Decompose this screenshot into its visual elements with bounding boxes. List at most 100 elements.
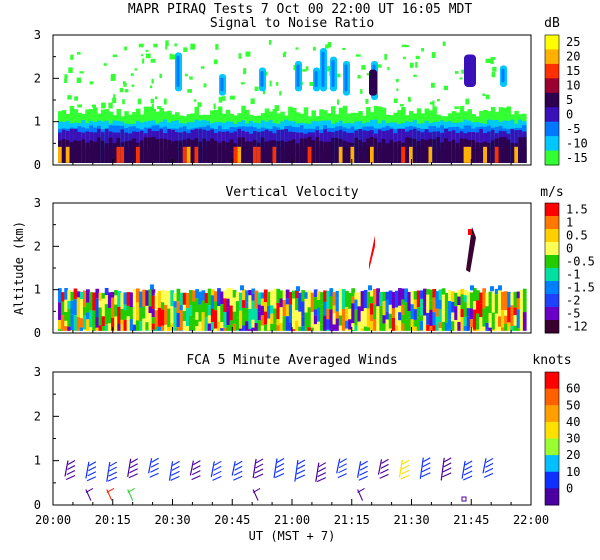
snr-speck: [355, 54, 361, 57]
snr-speck: [336, 99, 340, 105]
snr-cell: [89, 147, 94, 163]
velocity-cell: [248, 290, 253, 296]
velocity-cell: [501, 310, 505, 328]
velocity-cell: [388, 328, 393, 331]
snr-cell: [136, 146, 141, 163]
velocity-cell: [220, 304, 224, 323]
velocity-cell: [522, 297, 527, 313]
colorbar-label: -12: [566, 320, 588, 334]
velocity-cell: [335, 298, 340, 312]
snr-cell: [479, 147, 484, 163]
velocity-cell: [226, 307, 231, 326]
velocity-cell: [179, 292, 184, 306]
velocity-cell: [470, 285, 474, 291]
snr-speck: [415, 55, 420, 60]
snr-speck: [361, 65, 366, 70]
colorbar-label: 10: [566, 465, 580, 479]
velocity-cell: [488, 297, 493, 304]
velocity-cell: [516, 298, 521, 310]
velocity-cell: [366, 308, 371, 328]
wind-barb-feather: [108, 471, 118, 477]
velocity-cell: [92, 325, 97, 331]
velocity-cell: [248, 295, 253, 309]
snr-cell: [502, 149, 508, 163]
snr-speck: [76, 52, 81, 55]
velocity-cell: [295, 290, 299, 299]
velocity-cell: [285, 304, 290, 317]
velocity-cell: [522, 312, 527, 331]
velocity-cell: [76, 317, 81, 331]
snr-cell: [163, 149, 168, 163]
velocity-cell: [426, 324, 430, 331]
velocity-cell: [123, 292, 128, 305]
velocity-cell: [304, 328, 309, 331]
velocity-cell: [148, 306, 153, 314]
snr-speck: [112, 97, 117, 104]
wind-barb-staff: [357, 461, 362, 478]
velocity-cell: [507, 291, 511, 308]
colorbar-label: 25: [566, 35, 580, 49]
velocity-cell: [201, 300, 206, 313]
velocity-cell: [95, 327, 100, 331]
velocity-cell: [157, 307, 162, 327]
snr-cell: [151, 147, 157, 163]
velocity-cell: [429, 309, 433, 327]
snr-cell: [362, 146, 367, 163]
velocity-cell: [316, 291, 321, 300]
velocity-cell: [326, 319, 331, 330]
wind-barb-feather: [443, 457, 452, 463]
snr-speck: [490, 59, 494, 64]
velocity-cell: [254, 290, 259, 309]
snr-speck: [276, 82, 279, 86]
velocity-cell: [410, 290, 415, 305]
velocity-cell: [457, 305, 462, 322]
x-tick-label: 21:00: [274, 513, 310, 527]
snr-speck: [203, 83, 207, 88]
wind-barb-feather: [127, 488, 135, 493]
velocity-cell: [89, 309, 93, 321]
snr-cell: [334, 147, 340, 163]
snr-speck: [91, 104, 97, 108]
y-tick-label: 3: [34, 196, 41, 210]
velocity-cell: [385, 299, 390, 312]
wind-barb-feather: [214, 460, 222, 466]
wind-barb-feather: [170, 475, 180, 481]
velocity-cell: [376, 306, 380, 323]
velocity-cell: [64, 299, 68, 313]
x-tick-label: 20:00: [35, 513, 71, 527]
velocity-cell: [104, 324, 109, 331]
velocity-cell: [170, 306, 175, 324]
wind-barb-feather: [338, 468, 347, 474]
colorbar-swatch: [545, 242, 559, 256]
colorbar-swatch: [545, 63, 559, 79]
velocity-cell: [120, 319, 125, 331]
velocity-cell: [270, 313, 274, 324]
velocity-cell: [491, 329, 496, 331]
velocity-cell: [401, 314, 405, 324]
velocity-cell: [479, 317, 483, 331]
velocity-cell: [448, 319, 452, 330]
velocity-cell: [82, 306, 87, 316]
colorbar-swatch: [545, 136, 559, 152]
velocity-cell: [313, 324, 318, 331]
velocity-cell: [292, 298, 296, 312]
velocity-cell: [160, 302, 165, 310]
velocity-cell: [341, 308, 346, 322]
velocity-cell: [189, 305, 193, 316]
velocity-cell: [86, 319, 90, 331]
wind-barb-feather: [130, 458, 138, 464]
wind-barb-staff: [85, 461, 90, 479]
wind-barb-feather: [254, 473, 264, 479]
velocity-downdraft: [466, 226, 476, 273]
snr-speck: [245, 51, 251, 57]
snr-speck: [309, 81, 314, 86]
velocity-cell: [254, 323, 259, 331]
velocity-cell: [310, 312, 315, 328]
snr-speck: [264, 71, 268, 76]
snr-speck: [76, 77, 82, 83]
velocity-cell: [64, 326, 68, 331]
velocity-cell: [111, 317, 115, 328]
velocity-cell: [176, 327, 181, 331]
snr-speck: [119, 87, 124, 93]
snr-speck: [184, 73, 188, 77]
